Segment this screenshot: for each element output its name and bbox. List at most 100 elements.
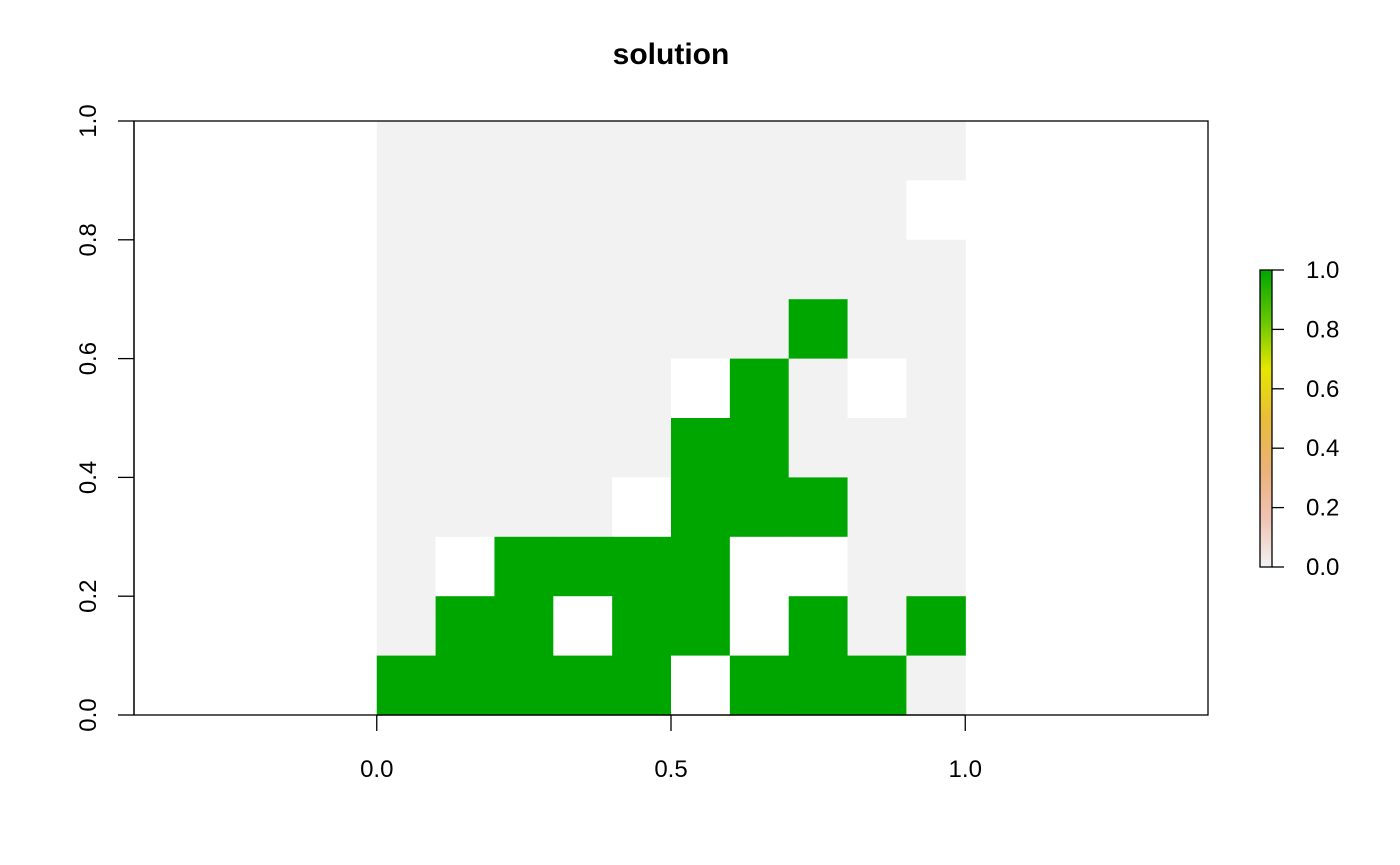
- heatmap-cell: [435, 358, 496, 419]
- heatmap-cell: [671, 239, 731, 300]
- heatmap-cell: [376, 121, 437, 181]
- heatmap-cell: [729, 180, 790, 241]
- legend-tick-label: 0.8: [1306, 316, 1339, 343]
- heatmap-cell: [847, 536, 907, 597]
- heatmap-cell: [612, 477, 672, 538]
- heatmap-cell: [494, 477, 554, 538]
- heatmap-cell: [376, 477, 437, 538]
- heatmap-cell: [435, 655, 496, 716]
- heatmap-cell: [906, 596, 966, 657]
- heatmap-cell: [788, 180, 849, 241]
- heatmap-cell: [376, 239, 437, 300]
- y-tick-label: 0.0: [75, 698, 102, 731]
- heatmap-cell: [612, 121, 672, 181]
- heatmap-cell: [553, 477, 613, 538]
- heatmap-cell: [729, 596, 790, 657]
- heatmap-cell: [788, 477, 849, 538]
- legend-color-bar: [1260, 270, 1272, 567]
- heatmap-cell: [729, 655, 790, 716]
- heatmap-cell: [847, 477, 907, 538]
- heatmap-cell: [376, 655, 437, 716]
- heatmap-cell: [376, 180, 437, 241]
- heatmap-cell: [906, 655, 966, 716]
- heatmap-cell: [494, 418, 554, 478]
- heatmap-cell: [671, 299, 731, 360]
- heatmap-cell: [788, 596, 849, 657]
- y-tick-label: 0.4: [75, 461, 102, 494]
- heatmap-cell: [435, 121, 496, 181]
- y-tick-label: 1.0: [75, 104, 102, 137]
- heatmap-cell: [612, 180, 672, 241]
- heatmap-cells: [376, 121, 966, 716]
- heatmap-cell: [435, 536, 496, 597]
- heatmap-cell: [906, 477, 966, 538]
- heatmap-cell: [671, 418, 731, 478]
- heatmap-cell: [729, 239, 790, 300]
- heatmap-cell: [788, 299, 849, 360]
- heatmap-cell: [612, 596, 672, 657]
- heatmap-cell: [847, 418, 907, 478]
- x-tick-label: 0.0: [360, 756, 393, 783]
- y-tick-label: 0.6: [75, 342, 102, 375]
- heatmap-cell: [788, 655, 849, 716]
- heatmap-cell: [788, 536, 849, 597]
- heatmap-cell: [671, 596, 731, 657]
- heatmap-cell: [671, 121, 731, 181]
- heatmap-cell: [553, 655, 613, 716]
- heatmap-cell: [553, 536, 613, 597]
- legend-tick-label: 1.0: [1306, 257, 1339, 284]
- heatmap-cell: [553, 121, 613, 181]
- heatmap-cell: [435, 180, 496, 241]
- heatmap-cell: [435, 477, 496, 538]
- heatmap-cell: [671, 358, 731, 419]
- heatmap-cell: [729, 477, 790, 538]
- y-axis: 0.0 0.2 0.4 0.6 0.8 1.0: [75, 104, 135, 732]
- heatmap-cell: [494, 121, 554, 181]
- heatmap-cell: [376, 596, 437, 657]
- heatmap-cell: [376, 299, 437, 360]
- legend-tick-label: 0.6: [1306, 376, 1339, 403]
- heatmap-cell: [729, 299, 790, 360]
- x-axis: 0.0 0.5 1.0: [360, 714, 982, 783]
- heatmap-cell: [671, 655, 731, 716]
- heatmap-cell: [376, 358, 437, 419]
- heatmap-cell: [553, 239, 613, 300]
- heatmap-cell: [847, 239, 907, 300]
- heatmap-cell: [788, 239, 849, 300]
- x-tick-label: 0.5: [654, 756, 687, 783]
- y-tick-label: 0.8: [75, 223, 102, 256]
- heatmap-cell: [435, 418, 496, 478]
- heatmap-cell: [671, 477, 731, 538]
- legend-tick-label: 0.0: [1306, 554, 1339, 581]
- heatmap-cell: [612, 358, 672, 419]
- heatmap-cell: [612, 239, 672, 300]
- heatmap-cell: [494, 536, 554, 597]
- heatmap-cell: [494, 180, 554, 241]
- legend-tick-label: 0.4: [1306, 435, 1339, 462]
- x-tick-label: 1.0: [949, 756, 982, 783]
- heatmap-cell: [788, 358, 849, 419]
- heatmap-cell: [494, 239, 554, 300]
- heatmap-cell: [906, 180, 966, 241]
- heatmap-cell: [729, 536, 790, 597]
- heatmap-cell: [788, 121, 849, 181]
- heatmap-cell: [906, 418, 966, 478]
- heatmap-cell: [847, 358, 907, 419]
- heatmap-cell: [906, 299, 966, 360]
- heatmap-cell: [788, 418, 849, 478]
- heatmap-cell: [553, 358, 613, 419]
- heatmap-cell: [435, 596, 496, 657]
- heatmap-cell: [435, 299, 496, 360]
- heatmap-cell: [847, 121, 907, 181]
- heatmap-cell: [906, 536, 966, 597]
- heatmap-cell: [847, 299, 907, 360]
- chart-title: solution: [613, 38, 730, 71]
- heatmap-cell: [906, 121, 966, 181]
- heatmap-cell: [906, 239, 966, 300]
- heatmap-cell: [612, 299, 672, 360]
- heatmap-cell: [729, 121, 790, 181]
- heatmap-cell: [612, 536, 672, 597]
- heatmap-cell: [494, 299, 554, 360]
- heatmap-cell: [494, 655, 554, 716]
- y-tick-label: 0.2: [75, 580, 102, 613]
